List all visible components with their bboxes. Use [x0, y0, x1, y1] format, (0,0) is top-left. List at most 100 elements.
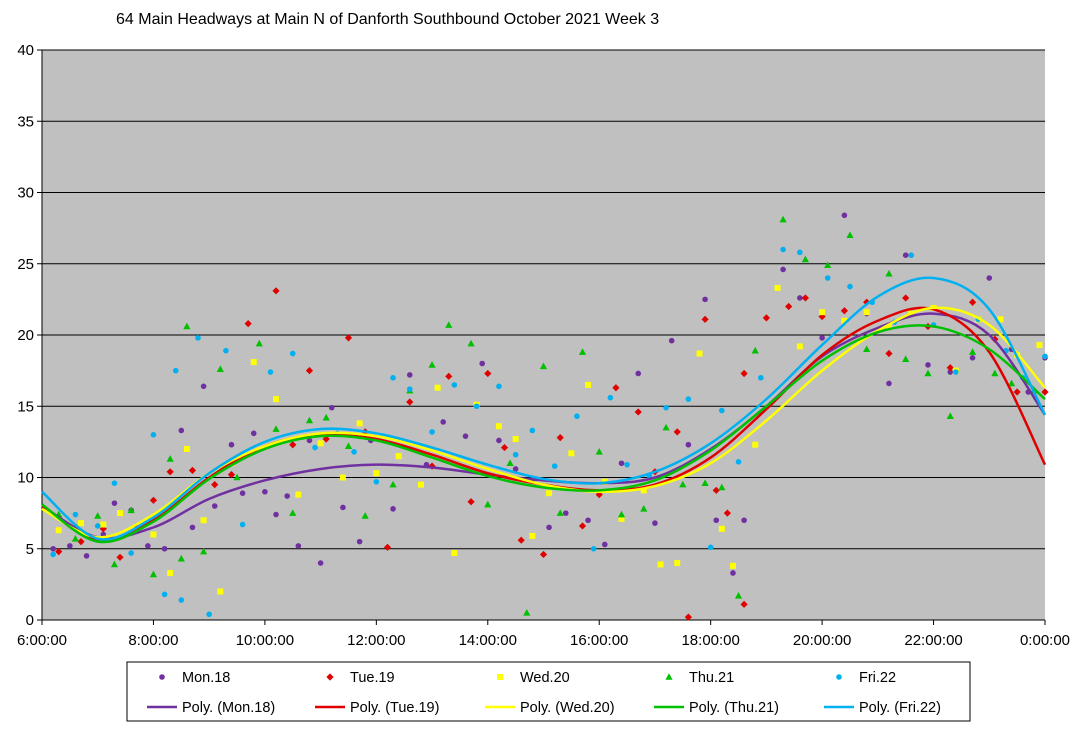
data-point — [250, 359, 257, 366]
data-point — [406, 372, 413, 378]
data-point — [200, 517, 207, 524]
data-point — [344, 334, 353, 342]
data-point — [735, 459, 742, 465]
data-point — [78, 520, 85, 527]
legend-label: Fri.22 — [859, 670, 896, 686]
data-point — [445, 372, 453, 380]
y-axis-ticks: 0 5 10 15 20 25 30 35 40 — [17, 42, 43, 629]
data-point — [846, 231, 854, 239]
data-point — [211, 503, 218, 509]
legend-label: Poly. (Wed.20) — [520, 700, 615, 716]
data-point — [167, 569, 174, 576]
data-point — [272, 287, 280, 295]
data-point — [546, 524, 552, 531]
data-point — [383, 543, 392, 551]
data-point — [740, 369, 748, 378]
data-point — [328, 404, 335, 411]
data-point — [289, 441, 297, 449]
data-point — [863, 309, 870, 316]
data-point — [953, 369, 959, 375]
data-point — [390, 506, 396, 512]
y-tick-label: 15 — [17, 398, 34, 415]
legend-label: Mon.18 — [182, 670, 230, 686]
data-point — [578, 348, 587, 355]
data-point — [273, 396, 280, 403]
data-point — [239, 490, 246, 496]
data-point — [723, 509, 731, 517]
data-point — [662, 423, 670, 431]
data-point — [785, 302, 793, 311]
data-point — [149, 496, 158, 504]
data-point — [317, 560, 324, 566]
data-point — [741, 517, 747, 524]
data-point — [512, 436, 519, 443]
data-point — [713, 517, 720, 524]
legend: Mon.18 Poly. (Mon.18) Tue.19 Poly. (Tue.19)… — [126, 661, 971, 722]
x-tick-label: 18:00:00 — [681, 632, 739, 649]
legend-label: Thu.21 — [689, 670, 734, 686]
data-point — [925, 362, 931, 368]
data-point — [340, 504, 346, 511]
data-point — [634, 408, 642, 416]
data-point — [663, 404, 669, 411]
data-point — [986, 275, 993, 281]
data-point — [351, 449, 357, 455]
data-point — [211, 481, 219, 489]
data-point — [217, 588, 224, 595]
data-point — [908, 252, 915, 258]
data-point — [946, 364, 954, 372]
data-point — [801, 255, 809, 263]
x-axis-ticks: 6:00:00 8:00:00 10:00:00 12:00:00 14:00:00 16… — [17, 619, 1070, 649]
data-point — [779, 215, 787, 223]
data-point — [847, 283, 853, 290]
data-point — [512, 451, 519, 458]
data-point — [434, 384, 441, 391]
data-point — [395, 453, 402, 460]
data-point — [451, 550, 458, 557]
data-point — [517, 536, 525, 544]
data-point — [556, 509, 564, 516]
legend-marker — [665, 673, 673, 680]
data-point — [539, 362, 548, 370]
data-point — [356, 538, 363, 545]
data-point — [618, 460, 625, 467]
data-point — [685, 441, 692, 448]
data-point — [719, 407, 725, 414]
data-point — [607, 394, 614, 401]
data-point — [306, 437, 313, 444]
data-point — [696, 350, 703, 357]
data-point — [1042, 353, 1048, 360]
data-point — [177, 554, 185, 562]
legend-label: Wed.20 — [520, 670, 570, 686]
data-point — [512, 466, 519, 472]
data-point — [206, 611, 212, 618]
data-point — [339, 474, 346, 481]
data-point — [902, 252, 909, 258]
data-point — [312, 444, 318, 451]
data-point — [496, 437, 502, 444]
data-point — [322, 413, 330, 421]
data-point — [188, 466, 197, 474]
data-point — [824, 261, 832, 268]
data-point — [819, 309, 826, 316]
data-point — [128, 550, 134, 556]
data-point — [451, 382, 458, 388]
data-point — [406, 386, 413, 392]
legend-label: Poly. (Fri.22) — [859, 700, 941, 716]
data-point — [774, 284, 781, 291]
data-point — [77, 538, 85, 546]
data-point — [150, 431, 157, 438]
data-point — [640, 505, 648, 512]
data-point — [824, 275, 831, 281]
y-tick-label: 25 — [17, 256, 34, 273]
data-point — [946, 412, 954, 420]
trend-line — [41, 276, 1047, 541]
x-tick-label: 6:00:00 — [17, 632, 67, 649]
data-point — [734, 591, 743, 599]
data-point — [500, 443, 509, 452]
data-point — [1013, 388, 1021, 396]
data-point — [72, 511, 79, 518]
legend-marker — [326, 673, 334, 681]
data-point — [116, 553, 124, 561]
